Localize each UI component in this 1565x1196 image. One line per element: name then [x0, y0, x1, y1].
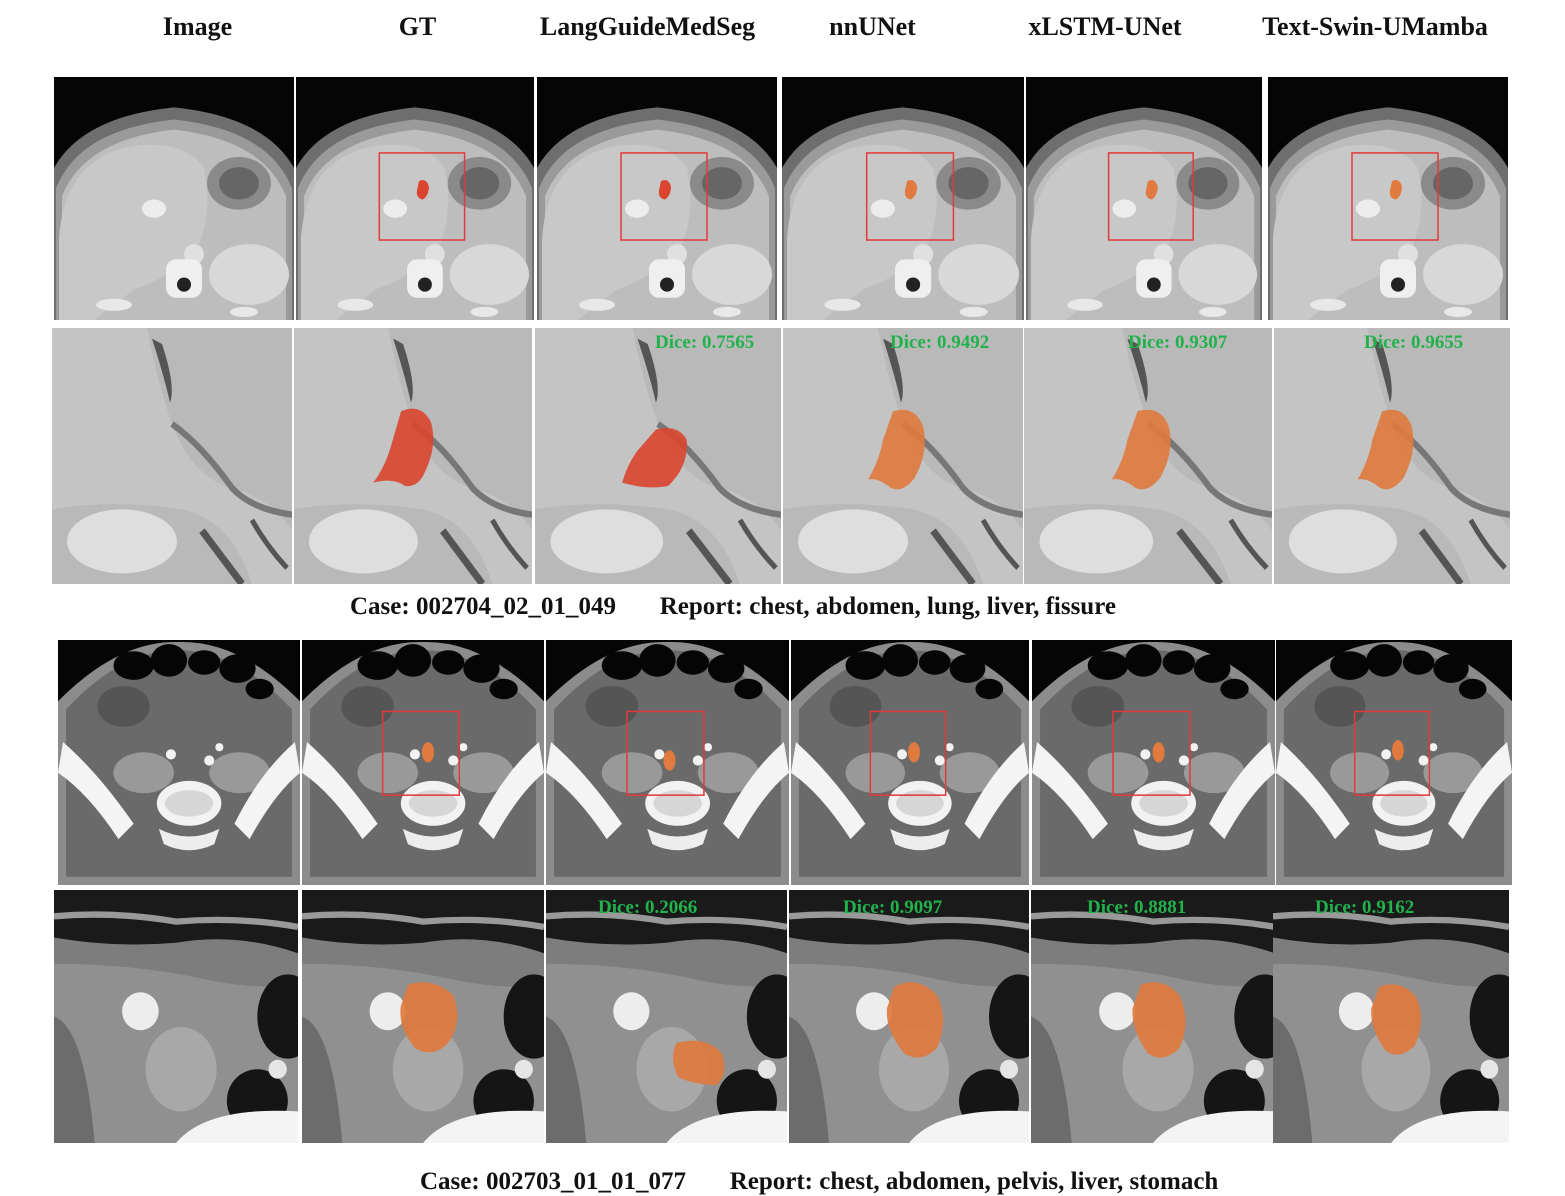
col-header-text-swin-umamba: Text-Swin-UMamba: [1262, 12, 1488, 41]
case2-slice-text-swin-umamba: [1276, 640, 1512, 885]
case-caption-2: Case: 002703_01_01_077 Report: chest, ab…: [420, 1168, 1219, 1195]
case2-slice-langguidemedseg: [546, 640, 789, 885]
case1-zoom-text-swin-umamba: [1274, 328, 1510, 584]
case1-zoom-image: [52, 328, 292, 584]
case2-zoom-xlstm-unet: [1031, 890, 1275, 1143]
case2-slice-nnunet: [791, 640, 1029, 885]
case2-dice-xlstm-unet: Dice: 0.8881: [1087, 897, 1187, 918]
case1-slice-text-swin-umamba: [1268, 77, 1508, 320]
case1-slice-langguidemedseg: [537, 77, 777, 320]
case2-zoom-gt: [302, 890, 544, 1143]
case-caption-1: Case: 002704_02_01_049 Report: chest, ab…: [350, 593, 1116, 620]
case1-zoom-nnunet: [783, 328, 1023, 584]
case2-slice-image: [58, 640, 300, 885]
case1-slice-gt: [296, 77, 534, 320]
case1-dice-nnunet: Dice: 0.9492: [890, 332, 990, 353]
col-header-langguidemedseg: LangGuideMedSeg: [539, 12, 756, 41]
case2-dice-text-swin-umamba: Dice: 0.9162: [1315, 897, 1415, 918]
case2-zoom-image: [54, 890, 298, 1143]
col-header-nnunet: nnUNet: [829, 12, 916, 41]
col-header-xlstm-unet: xLSTM-UNet: [1028, 12, 1182, 41]
case1-dice-xlstm-unet: Dice: 0.9307: [1128, 332, 1228, 353]
col-header-image: Image: [162, 12, 233, 41]
case1-dice-langguidemedseg: Dice: 0.7565: [655, 332, 755, 353]
case1-slice-image: [54, 77, 294, 320]
case1-slice-xlstm-unet: [1026, 77, 1262, 320]
case1-dice-text-swin-umamba: Dice: 0.9655: [1364, 332, 1464, 353]
case2-slice-xlstm-unet: [1032, 640, 1275, 885]
case2-zoom-langguidemedseg: [546, 890, 787, 1143]
case1-zoom-gt: [294, 328, 532, 584]
case2-zoom-text-swin-umamba: [1273, 890, 1509, 1143]
case2-slice-gt: [302, 640, 544, 885]
case1-slice-nnunet: [782, 77, 1024, 320]
case1-zoom-langguidemedseg: [535, 328, 781, 584]
col-header-gt: GT: [398, 12, 437, 41]
case2-dice-nnunet: Dice: 0.9097: [843, 897, 943, 918]
case2-zoom-nnunet: [789, 890, 1029, 1143]
case2-dice-langguidemedseg: Dice: 0.2066: [598, 897, 698, 918]
case1-zoom-xlstm-unet: [1024, 328, 1272, 584]
